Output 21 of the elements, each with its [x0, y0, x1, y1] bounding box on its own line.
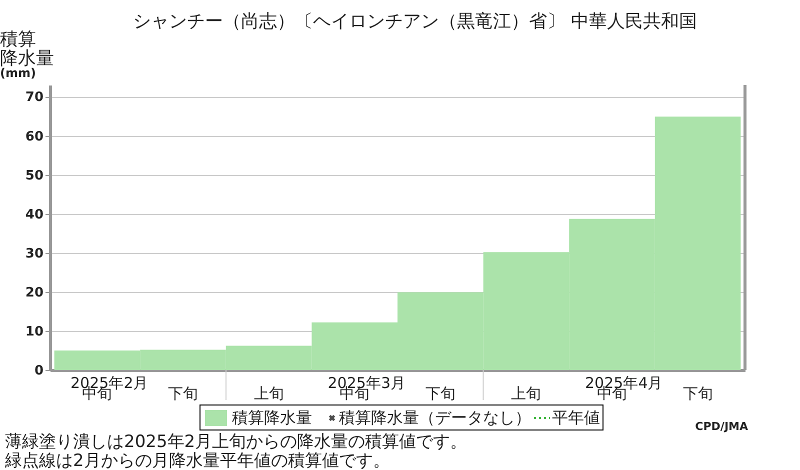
legend-label: 積算降水量（データなし） [339, 408, 531, 427]
y-tick-label: 60 [25, 129, 44, 144]
y-tick-label: 40 [25, 207, 44, 222]
y-tick-label: 20 [25, 285, 44, 300]
legend-label: 平年値 [552, 408, 600, 427]
x-tick-label: 下旬 [682, 384, 713, 402]
x-tick-label: 上旬 [254, 384, 284, 402]
text: 薄緑塗り潰しは2025年2月上旬からの降水量の積算値です。 [5, 432, 468, 452]
x-tick-label: 上旬 [511, 384, 542, 402]
y-axis-title: 積算降水量(mm) [0, 29, 54, 80]
y-tick-label: 0 [34, 364, 44, 378]
chart-title: シャンチー（尚志）〔ヘイロンチアン（黒竜江）省〕 中華人民共和国 [133, 11, 697, 32]
legend-label: 積算降水量 [232, 408, 312, 427]
text: 緑点線は2月からの月降水量平年値の積算値です。 [4, 451, 390, 470]
y-tick-label: 30 [25, 246, 44, 262]
x-tick-label: 下旬 [168, 384, 198, 402]
y-tick-label: 10 [25, 324, 44, 340]
text: CPD/JMA [695, 420, 748, 433]
x-tick-label: 下旬 [425, 384, 456, 402]
y-tick-label: 50 [25, 168, 44, 184]
y-tick-label: 70 [25, 90, 44, 106]
